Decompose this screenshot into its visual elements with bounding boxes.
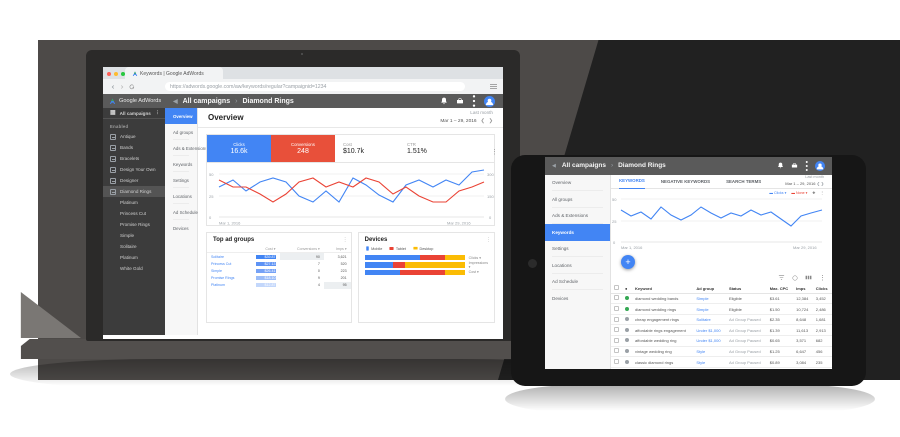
svg-text:50: 50 [612,197,617,202]
svg-text:Mar 1, 2016: Mar 1, 2016 [621,245,643,250]
svg-text:25: 25 [612,219,617,224]
svg-text:Mar 29, 2016: Mar 29, 2016 [793,245,817,250]
svg-text:0: 0 [613,240,616,245]
